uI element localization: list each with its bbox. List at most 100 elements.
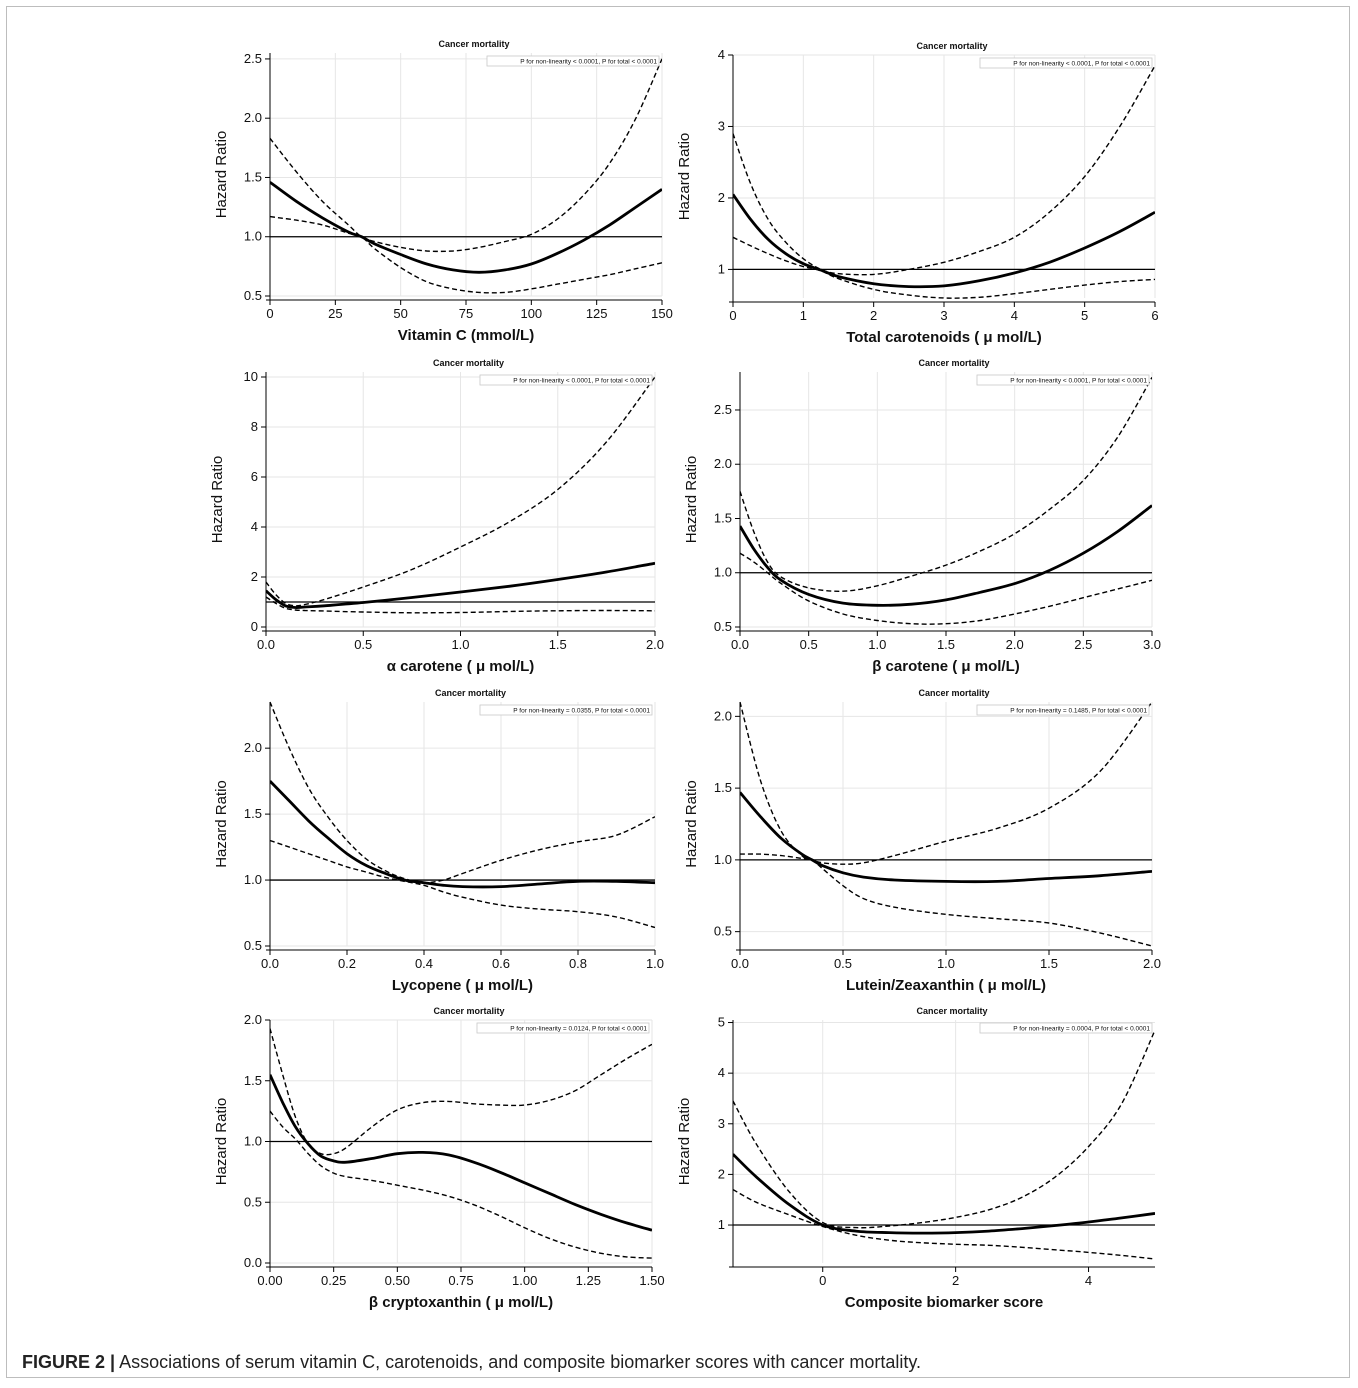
figure-caption-text: Associations of serum vitamin C, caroten… [115, 1352, 922, 1372]
panel-title: Cancer mortality [433, 358, 504, 368]
x-tick-label: 0.2 [338, 956, 356, 971]
p-value-box [976, 374, 1150, 386]
y-tick-label: 1.0 [244, 229, 262, 244]
ci-bound-line [733, 1029, 1155, 1229]
y-tick-label: 2.0 [244, 110, 262, 125]
x-tick-label: 0.75 [448, 1273, 473, 1288]
p-value-box [979, 57, 1153, 69]
y-tick-label: 1.0 [244, 1134, 262, 1149]
p-value-box [976, 704, 1150, 716]
panel-title: Cancer mortality [438, 39, 509, 49]
ci-bound-line [740, 853, 1152, 947]
y-axis-label: Hazard Ratio [683, 780, 700, 868]
y-tick-label: 6 [251, 469, 258, 484]
p-value-note: P for non-linearity = 0.0004, P for tota… [1013, 1026, 1150, 1033]
x-tick-label: 1.25 [576, 1273, 601, 1288]
x-tick-label: 0.5 [354, 637, 372, 652]
ci-bound-line [733, 65, 1155, 276]
x-tick-label: 1 [800, 308, 807, 323]
y-tick-label: 2 [718, 1166, 725, 1181]
p-value-box [486, 55, 660, 67]
p-value-box [979, 1022, 1153, 1034]
p-value-box [479, 374, 653, 386]
x-tick-label: 4 [1011, 308, 1018, 323]
x-tick-label: 1.0 [451, 637, 469, 652]
p-value-note: P for non-linearity < 0.0001, P for tota… [513, 378, 650, 385]
x-tick-label: 0.8 [569, 956, 587, 971]
panel-title: Cancer mortality [916, 1006, 987, 1016]
x-axis-label: Lutein/Zeaxanthin ( μ mol/L) [846, 977, 1046, 994]
x-axis-label: β carotene ( μ mol/L) [872, 658, 1020, 675]
y-axis-label: Hazard Ratio [676, 133, 693, 221]
y-tick-label: 5 [718, 1015, 725, 1030]
x-tick-label: 0.4 [415, 956, 433, 971]
y-tick-label: 0.5 [244, 1194, 262, 1209]
x-tick-label: 150 [651, 306, 673, 321]
p-value-note: P for non-linearity < 0.0001, P for tota… [520, 59, 657, 66]
y-tick-label: 2.0 [244, 1012, 262, 1027]
x-tick-label: 0.5 [800, 637, 818, 652]
x-tick-label: 0.0 [731, 637, 749, 652]
y-axis-label: Hazard Ratio [676, 1098, 693, 1186]
x-axis-label: Vitamin C (mmol/L) [398, 327, 534, 344]
x-tick-label: 2.0 [646, 637, 664, 652]
panel-title: Cancer mortality [918, 358, 989, 368]
y-tick-label: 1.0 [714, 852, 732, 867]
figure-frame [6, 6, 1350, 1378]
panel-title: Cancer mortality [435, 688, 506, 698]
ci-bound-line [733, 236, 1155, 299]
y-tick-label: 1 [718, 1217, 725, 1232]
x-tick-label: 100 [520, 306, 542, 321]
y-tick-label: 4 [251, 519, 258, 534]
x-tick-label: 1.00 [512, 1273, 537, 1288]
ci-bound-line [270, 1110, 652, 1259]
y-tick-label: 1.5 [244, 1073, 262, 1088]
y-tick-label: 1 [718, 261, 725, 276]
y-tick-label: 0 [251, 619, 258, 634]
hazard-ratio-line [733, 193, 1155, 289]
x-tick-label: 0 [819, 1273, 826, 1288]
x-tick-label: 0 [266, 306, 273, 321]
x-tick-label: 1.0 [868, 637, 886, 652]
x-axis-label: Composite biomarker score [845, 1294, 1043, 1311]
x-tick-label: 0.50 [385, 1273, 410, 1288]
x-tick-label: 1.50 [639, 1273, 664, 1288]
y-tick-label: 1.0 [714, 565, 732, 580]
ci-bound-line [733, 1188, 1155, 1260]
x-tick-label: 3 [940, 308, 947, 323]
y-tick-label: 8 [251, 419, 258, 434]
y-tick-label: 2 [251, 569, 258, 584]
chart-panel-6: 0.0 0.5 1.0 1.5 2.0 0.5 1.0 1.5 2.0 Cancer mortal… [683, 688, 1161, 994]
x-tick-label: 1.0 [646, 956, 664, 971]
y-tick-label: 1.5 [714, 780, 732, 795]
y-tick-label: 2.5 [244, 51, 262, 66]
x-axis-label: Lycopene ( μ mol/L) [392, 977, 533, 994]
x-tick-label: 0.0 [261, 956, 279, 971]
hazard-ratio-line [266, 561, 655, 609]
x-axis-label: Total carotenoids ( μ mol/L) [846, 329, 1042, 346]
x-axis-label: α carotene ( μ mol/L) [387, 658, 535, 675]
p-value-box [476, 1022, 650, 1034]
y-tick-label: 0.5 [244, 288, 262, 303]
x-axis-label: β cryptoxanthin ( μ mol/L) [369, 1294, 553, 1311]
x-tick-label: 0.25 [321, 1273, 346, 1288]
ci-bound-line [270, 58, 662, 253]
y-tick-label: 3 [718, 118, 725, 133]
y-tick-label: 1.5 [244, 169, 262, 184]
y-axis-label: Hazard Ratio [683, 456, 700, 544]
y-axis-label: Hazard Ratio [209, 456, 226, 544]
chart-panel-4: 0.0 0.5 1.0 1.5 2.0 2.5 3.0 0.5 1.0 1.5 2.0 2.5 Canc… [683, 358, 1161, 675]
x-tick-label: 0 [729, 308, 736, 323]
ci-bound-line [740, 377, 1152, 592]
x-tick-label: 25 [328, 306, 342, 321]
x-tick-label: 0.0 [257, 637, 275, 652]
ci-bound-line [266, 596, 655, 614]
y-tick-label: 2.5 [714, 402, 732, 417]
y-tick-label: 4 [718, 47, 725, 62]
hazard-ratio-line [733, 1153, 1155, 1235]
x-tick-label: 75 [459, 306, 473, 321]
y-tick-label: 0.5 [714, 619, 732, 634]
ci-bound-line [266, 376, 655, 607]
x-tick-label: 2 [870, 308, 877, 323]
x-tick-label: 5 [1081, 308, 1088, 323]
